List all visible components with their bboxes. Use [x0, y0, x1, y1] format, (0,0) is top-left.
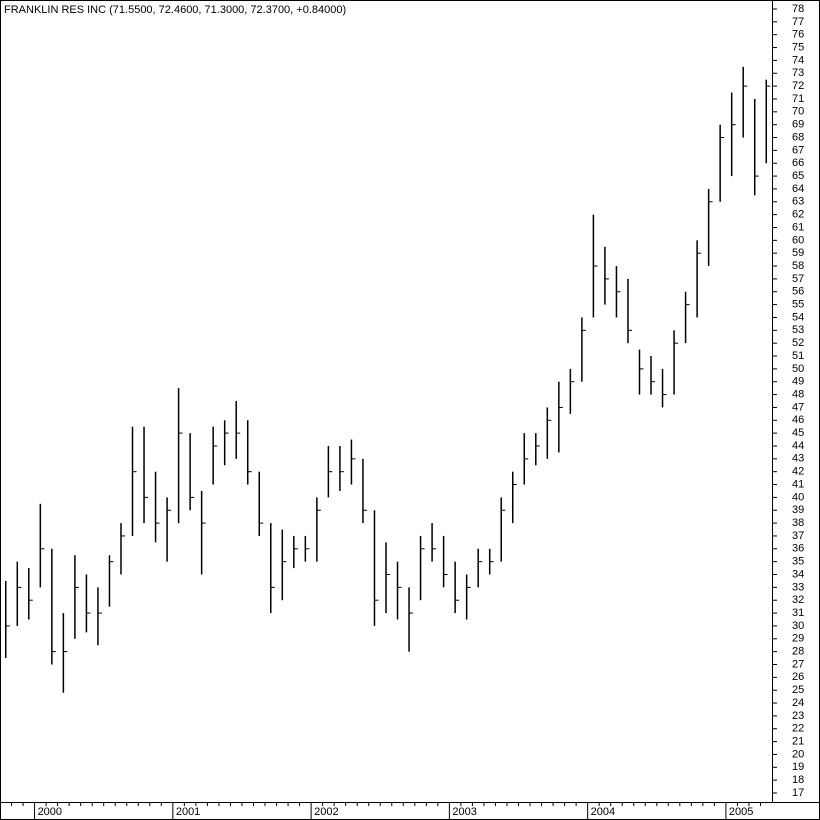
y-tick-label: 35: [792, 556, 804, 568]
y-tick-label: 21: [792, 735, 804, 747]
y-tick-label: 64: [792, 183, 804, 195]
y-tick-label: 55: [792, 299, 804, 311]
y-tick-label: 22: [792, 723, 804, 735]
x-tick-label: 2003: [452, 806, 476, 818]
y-tick-label: 67: [792, 144, 804, 156]
x-tick-label: 2004: [591, 806, 615, 818]
y-tick-label: 31: [792, 607, 804, 619]
y-tick-label: 59: [792, 247, 804, 259]
y-tick-label: 52: [792, 337, 804, 349]
y-tick-label: 75: [792, 41, 804, 53]
y-tick-label: 51: [792, 350, 804, 362]
y-tick-label: 63: [792, 196, 804, 208]
x-tick-label: 2002: [314, 806, 338, 818]
y-tick-label: 47: [792, 401, 804, 413]
y-tick-label: 58: [792, 260, 804, 272]
y-tick-label: 71: [792, 93, 804, 105]
y-tick-label: 48: [792, 388, 804, 400]
y-tick-label: 25: [792, 684, 804, 696]
y-tick-label: 28: [792, 646, 804, 658]
y-tick-label: 30: [792, 620, 804, 632]
y-tick-label: 65: [792, 170, 804, 182]
y-tick-label: 38: [792, 517, 804, 529]
y-tick-label: 73: [792, 67, 804, 79]
y-tick-label: 36: [792, 543, 804, 555]
y-tick-label: 42: [792, 466, 804, 478]
y-tick-label: 40: [792, 491, 804, 503]
y-tick-label: 39: [792, 504, 804, 516]
y-tick-label: 53: [792, 324, 804, 336]
y-tick-label: 37: [792, 530, 804, 542]
y-tick-label: 34: [792, 568, 804, 580]
y-tick-label: 33: [792, 581, 804, 593]
y-tick-label: 50: [792, 363, 804, 375]
y-tick-label: 54: [792, 311, 804, 323]
y-tick-label: 56: [792, 286, 804, 298]
y-tick-label: 62: [792, 209, 804, 221]
y-tick-label: 68: [792, 131, 804, 143]
y-tick-label: 45: [792, 427, 804, 439]
y-tick-label: 49: [792, 376, 804, 388]
y-tick-label: 18: [792, 774, 804, 786]
y-tick-label: 20: [792, 748, 804, 760]
y-tick-label: 76: [792, 29, 804, 41]
y-tick-label: 19: [792, 761, 804, 773]
chart-title: FRANKLIN RES INC (71.5500, 72.4600, 71.3…: [4, 4, 346, 16]
x-tick-label: 2001: [176, 806, 200, 818]
y-tick-label: 78: [792, 3, 804, 15]
y-tick-label: 70: [792, 106, 804, 118]
y-tick-label: 57: [792, 273, 804, 285]
y-tick-label: 24: [792, 697, 804, 709]
y-tick-label: 46: [792, 414, 804, 426]
y-tick-label: 27: [792, 658, 804, 670]
y-tick-label: 23: [792, 710, 804, 722]
y-tick-label: 41: [792, 478, 804, 490]
y-tick-label: 60: [792, 234, 804, 246]
y-tick-label: 43: [792, 453, 804, 465]
y-tick-label: 44: [792, 440, 804, 452]
y-tick-label: 74: [792, 54, 804, 66]
x-tick-label: 2005: [729, 806, 753, 818]
y-tick-label: 77: [792, 16, 804, 28]
y-tick-label: 69: [792, 119, 804, 131]
y-tick-label: 32: [792, 594, 804, 606]
y-tick-label: 26: [792, 671, 804, 683]
y-tick-label: 72: [792, 80, 804, 92]
y-tick-label: 66: [792, 157, 804, 169]
y-tick-label: 17: [792, 787, 804, 799]
y-tick-label: 61: [792, 221, 804, 233]
y-tick-label: 29: [792, 633, 804, 645]
x-tick-label: 2000: [38, 806, 62, 818]
